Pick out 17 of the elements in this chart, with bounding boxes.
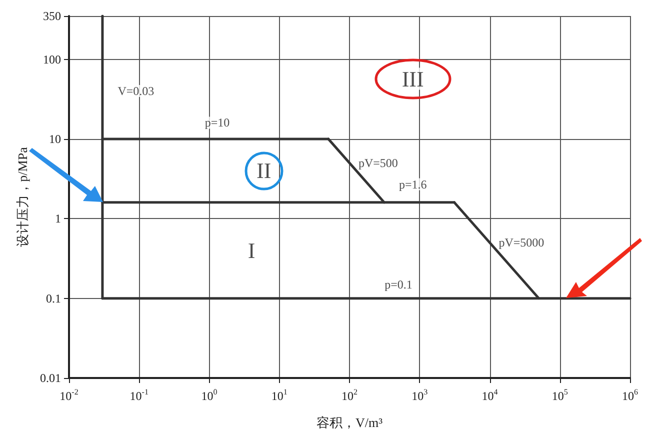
y-tick-label: 10 <box>49 132 61 146</box>
y-tick-label: 0.01 <box>40 371 61 385</box>
annotation: p=10 <box>204 116 230 130</box>
annotation: p=1.6 <box>398 177 427 192</box>
annotation: III <box>402 66 424 92</box>
y-axis-title: 设计压力，p/MPa <box>15 146 30 247</box>
y-tick-label: 1 <box>55 212 61 226</box>
annotation: p=0.1 <box>384 277 412 292</box>
annotation: I <box>248 238 256 263</box>
y-tick-label: 350 <box>43 9 61 23</box>
annotation: V=0.03 <box>118 84 154 98</box>
y-tick-label: 0.1 <box>46 291 61 306</box>
annotation: pV=5000 <box>498 236 544 250</box>
annotation: pV=500 <box>358 156 398 170</box>
y-tick-label: 100 <box>43 52 61 66</box>
x-axis-title: 容积，V/m³ <box>316 415 383 430</box>
annotation: II <box>256 158 272 184</box>
